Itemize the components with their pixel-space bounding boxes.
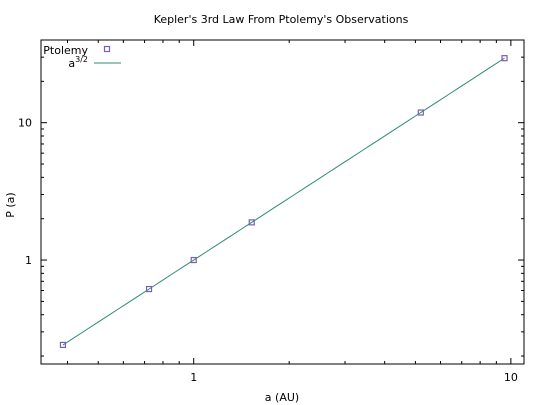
data-point (501, 55, 508, 62)
data-point (190, 256, 197, 264)
plot-frame (40, 39, 525, 365)
chart-title: Kepler's 3rd Law From Ptolemy's Observat… (154, 13, 409, 26)
series-line-group (62, 57, 505, 346)
y-tick-label: 1 (25, 254, 32, 267)
y-tick-label: 10 (18, 117, 32, 130)
x-axis-label: a (AU) (265, 391, 299, 404)
data-point (248, 219, 255, 226)
legend-label-ptolemy: Ptolemy (43, 44, 88, 57)
y-axis-label: P (a) (4, 192, 17, 217)
x-tick-label: 1 (190, 371, 197, 384)
data-point (417, 109, 424, 116)
legend-label-a32: a3/2 (68, 55, 88, 70)
series-line-a32 (62, 57, 505, 346)
axis-ticks (41, 39, 524, 364)
series-points-group (59, 55, 508, 349)
tick-labels: 1 10 1 10 (18, 117, 518, 384)
x-tick-label: 10 (504, 371, 518, 384)
legend-marker-ptolemy (103, 45, 111, 53)
data-point (145, 285, 153, 293)
data-point (59, 341, 67, 349)
